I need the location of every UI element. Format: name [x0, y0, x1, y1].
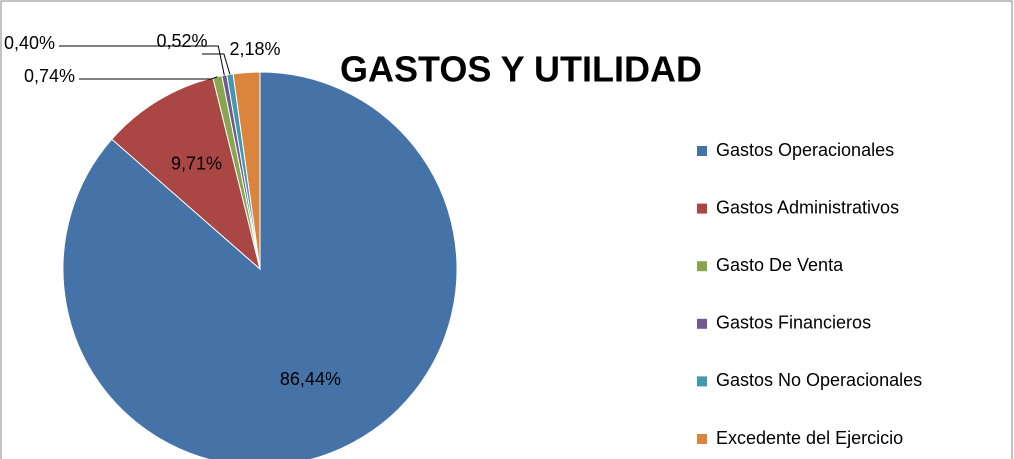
data-label: 9,71%: [171, 153, 222, 173]
leader-line: [202, 53, 231, 75]
legend-label: Gastos Operacionales: [716, 140, 894, 160]
data-label: 0,40%: [4, 33, 55, 53]
legend-swatch: [697, 261, 707, 272]
data-label: 2,18%: [229, 39, 280, 59]
legend-swatch: [697, 434, 707, 444]
data-label: 0,74%: [24, 66, 75, 86]
legend-label: Gastos No Operacionales: [716, 370, 922, 390]
legend-label: Gasto De Venta: [716, 255, 844, 275]
data-label: 86,44%: [280, 369, 341, 389]
chart-title: GASTOS Y UTILIDAD: [340, 49, 702, 90]
legend-swatch: [697, 318, 707, 329]
legend-label: Gastos Financieros: [716, 313, 871, 333]
legend-label: Excedente del Ejercicio: [716, 428, 903, 448]
data-label: 0,52%: [156, 31, 207, 51]
legend-swatch: [697, 146, 707, 156]
legend-label: Gastos Administrativos: [716, 197, 899, 217]
leader-line: [59, 45, 225, 76]
legend-swatch: [697, 376, 707, 387]
pie-slice: [62, 71, 458, 459]
leader-line: [79, 76, 218, 80]
pie-slice: [232, 71, 261, 270]
legend-swatch: [697, 203, 707, 214]
